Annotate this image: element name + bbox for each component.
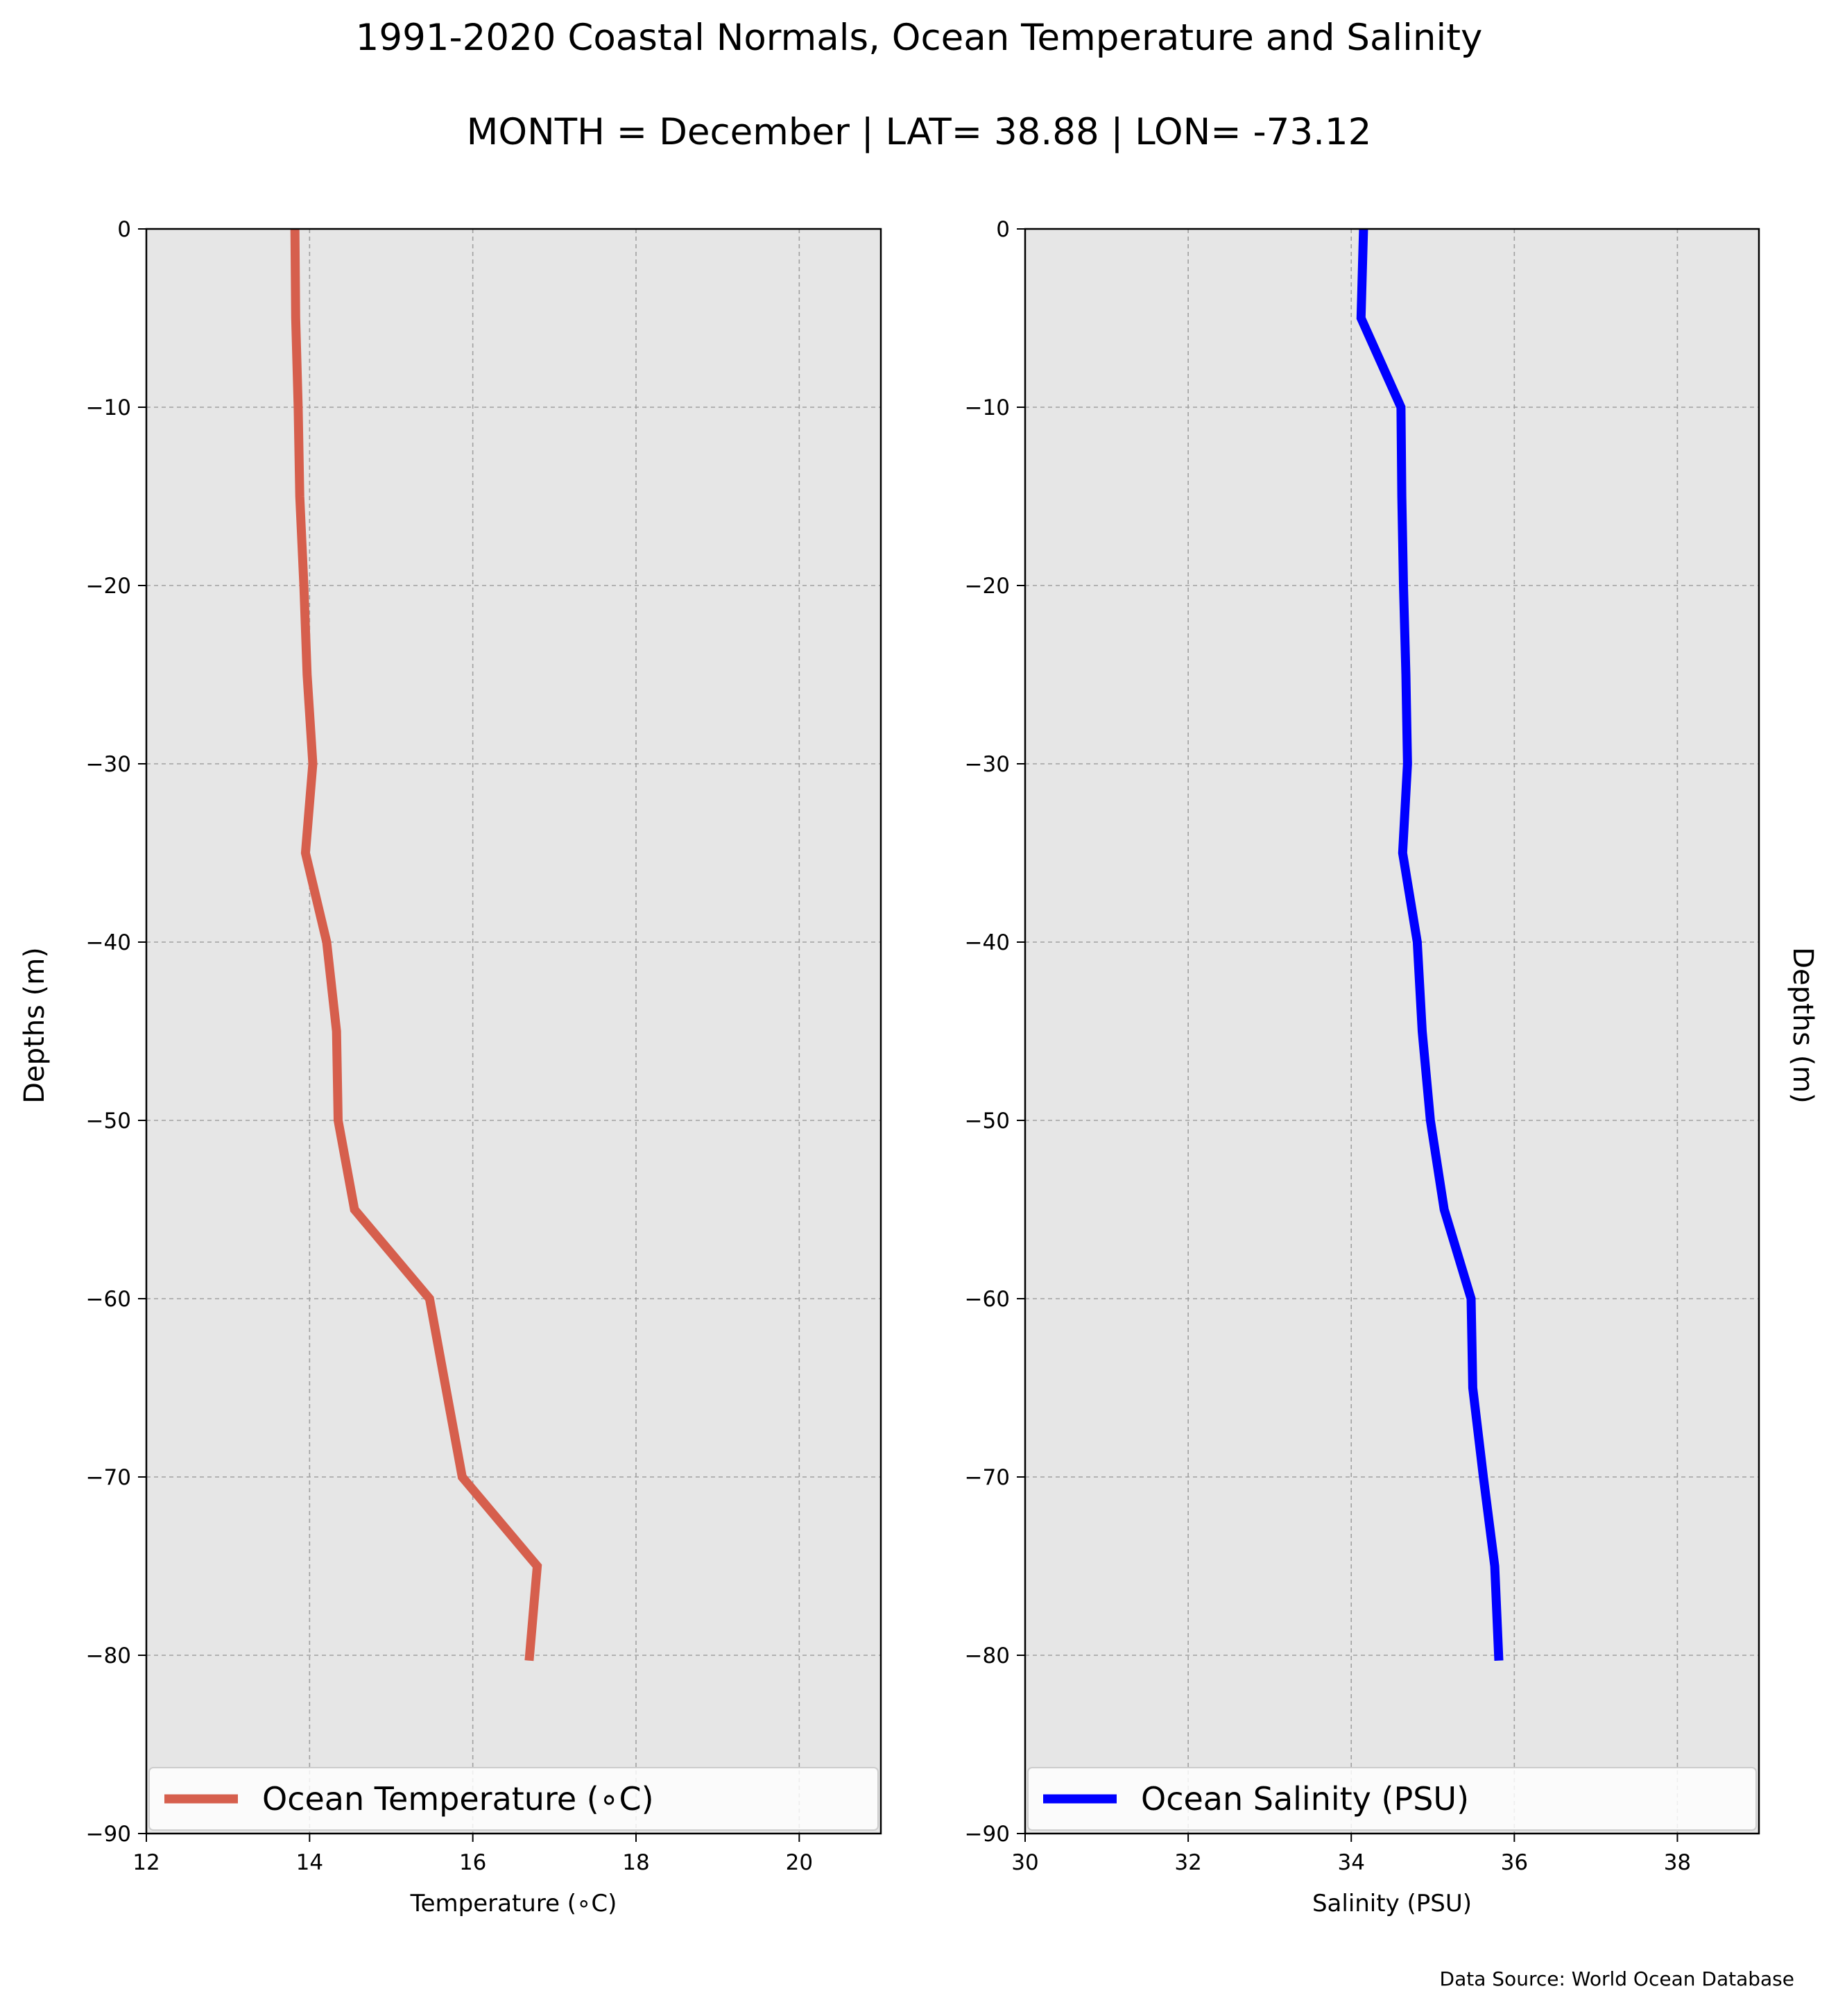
temperature-y-tick-label: 0 xyxy=(117,217,131,242)
salinity-y-tick-label: −60 xyxy=(965,1287,1010,1312)
temperature-plot-frame xyxy=(145,228,882,1835)
chart-subtitle: MONTH = December | LAT= 38.88 | LON= -73… xyxy=(467,111,1372,153)
salinity-plot-area xyxy=(1025,229,1759,1834)
temperature-plot-area xyxy=(146,229,881,1834)
temperature-y-axis-label: Depths (m) xyxy=(19,947,51,1104)
salinity-plot-frame xyxy=(1024,228,1760,1835)
salinity-panel: Ocean Salinity (PSU) 30 32 34 36 38 0 −10 −20 −30… xyxy=(965,217,1760,1917)
salinity-x-tick-label: 36 xyxy=(1501,1850,1528,1875)
salinity-x-tick-label: 30 xyxy=(1011,1850,1038,1875)
temperature-legend: Ocean Temperature (∘C) xyxy=(148,1767,879,1831)
salinity-legend-label: Ocean Salinity (PSU) xyxy=(1141,1780,1469,1818)
salinity-x-axis-label: Salinity (PSU) xyxy=(1312,1890,1472,1917)
temperature-y-tick-label: −40 xyxy=(86,930,131,955)
temperature-panel: Ocean Temperature (∘C) 12 14 16 18 20 0 −10 −20 −… xyxy=(86,217,882,1917)
salinity-y-tick-label: 0 xyxy=(996,217,1010,242)
temperature-series-line xyxy=(290,228,542,1662)
salinity-y-tick-label: −40 xyxy=(965,930,1010,955)
temperature-x-tick-label: 18 xyxy=(622,1850,649,1875)
salinity-y-tick-label: −30 xyxy=(965,752,1010,777)
salinity-legend-box xyxy=(1027,1767,1757,1831)
salinity-y-tick-label: −70 xyxy=(965,1465,1010,1490)
salinity-x-tick-label: 32 xyxy=(1174,1850,1201,1875)
temperature-x-tick-label: 14 xyxy=(296,1850,323,1875)
salinity-y-tick-label: −80 xyxy=(965,1643,1010,1668)
salinity-series-line xyxy=(1356,228,1504,1661)
salinity-y-tick-label: −50 xyxy=(965,1109,1010,1134)
temperature-x-tick-label: 12 xyxy=(132,1850,160,1875)
data-source-note: Data Source: World Ocean Database xyxy=(1440,1967,1794,1990)
salinity-y-tick-label: −20 xyxy=(965,574,1010,599)
temperature-y-tick-label: −90 xyxy=(86,1822,131,1847)
temperature-y-tick-label: −60 xyxy=(86,1287,131,1312)
temperature-x-tick-label: 20 xyxy=(786,1850,813,1875)
temperature-y-tick-label: −30 xyxy=(86,752,131,777)
temperature-y-tick-label: −50 xyxy=(86,1109,131,1134)
salinity-x-tick-label: 38 xyxy=(1664,1850,1691,1875)
chart-title: 1991-2020 Coastal Normals, Ocean Tempera… xyxy=(356,17,1483,59)
temperature-legend-box xyxy=(148,1767,879,1831)
salinity-legend: Ocean Salinity (PSU) xyxy=(1027,1767,1757,1831)
temperature-y-tick-label: −70 xyxy=(86,1465,131,1490)
salinity-y-axis-label: Depths (m) xyxy=(1787,947,1819,1104)
temperature-y-tick-label: −20 xyxy=(86,574,131,599)
temperature-x-axis-label: Temperature (∘C) xyxy=(410,1890,617,1917)
salinity-y-tick-label: −90 xyxy=(965,1822,1010,1847)
temperature-legend-label: Ocean Temperature (∘C) xyxy=(262,1780,654,1818)
temperature-x-tick-label: 16 xyxy=(459,1850,486,1875)
temperature-y-tick-label: −80 xyxy=(86,1643,131,1668)
temperature-y-tick-label: −10 xyxy=(86,395,131,420)
salinity-y-tick-label: −10 xyxy=(965,395,1010,420)
salinity-x-tick-label: 34 xyxy=(1337,1850,1364,1875)
